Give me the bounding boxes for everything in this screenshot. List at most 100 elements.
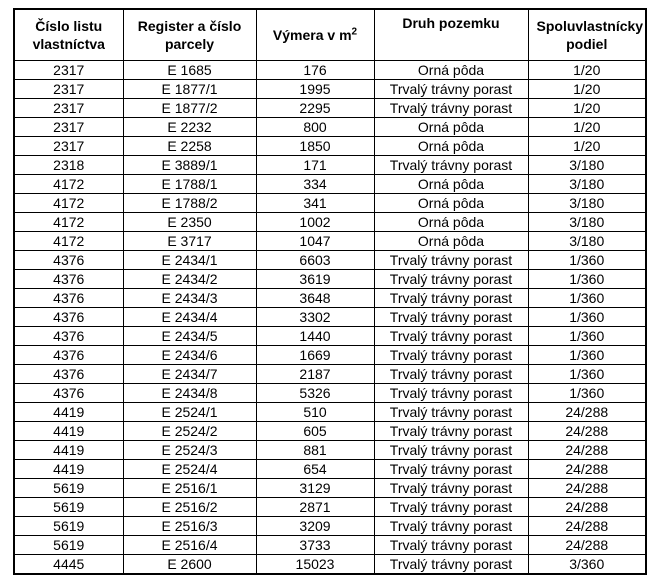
cell-cislo-listu-vlastnictva: 4419: [13, 459, 124, 479]
cell-spoluvlastnicky-podiel: 24/288: [527, 478, 647, 498]
cell-vymera: 1002: [255, 212, 375, 232]
cell-druh-pozemku: Trvalý trávny porast: [373, 497, 529, 517]
table-row: 4376 E 2434/4 3302 Trvalý trávny porast 1/36…: [13, 307, 647, 327]
cell-spoluvlastnicky-podiel: 24/288: [527, 535, 647, 555]
cell-vymera: 6603: [255, 250, 375, 270]
cell-cislo-listu-vlastnictva: 2318: [13, 155, 124, 175]
table-row: 5619 E 2516/3 3209 Trvalý trávny porast 24/2…: [13, 516, 647, 536]
cell-register-a-cislo-parcely: E 2258: [122, 136, 257, 156]
table-row: 4376 E 2434/6 1669 Trvalý trávny porast 1/36…: [13, 345, 647, 365]
cell-vymera: 2295: [255, 98, 375, 118]
cell-vymera: 3619: [255, 269, 375, 289]
cell-vymera: 1850: [255, 136, 375, 156]
cell-vymera: 171: [255, 155, 375, 175]
table-row: 5619 E 2516/1 3129 Trvalý trávny porast 24/2…: [13, 478, 647, 498]
cell-register-a-cislo-parcely: E 2524/2: [122, 421, 257, 441]
cell-druh-pozemku: Trvalý trávny porast: [373, 535, 529, 555]
cell-druh-pozemku: Trvalý trávny porast: [373, 250, 529, 270]
table-row: 4172 E 2350 1002 Orná pôda 3/180: [13, 212, 647, 232]
cell-spoluvlastnicky-podiel: 1/360: [527, 250, 647, 270]
cell-vymera: 3648: [255, 288, 375, 308]
cell-spoluvlastnicky-podiel: 3/180: [527, 212, 647, 232]
cell-cislo-listu-vlastnictva: 4376: [13, 326, 124, 346]
cell-register-a-cislo-parcely: E 2524/4: [122, 459, 257, 479]
cell-vymera: 3302: [255, 307, 375, 327]
cell-spoluvlastnicky-podiel: 1/20: [527, 60, 647, 80]
table-row: 2318 E 3889/1 171 Trvalý trávny porast 3/180: [13, 155, 647, 175]
cell-register-a-cislo-parcely: E 1788/1: [122, 174, 257, 194]
cell-druh-pozemku: Trvalý trávny porast: [373, 459, 529, 479]
table-body: 2317 E 1685 176 Orná pôda 1/20 2317 E 1877/1 19…: [13, 60, 647, 575]
cell-register-a-cislo-parcely: E 2516/3: [122, 516, 257, 536]
cell-vymera: 1669: [255, 345, 375, 365]
cell-spoluvlastnicky-podiel: 1/20: [527, 117, 647, 137]
cell-vymera: 15023: [255, 554, 375, 575]
table-header: Číslo listu vlastníctva Register a číslo…: [13, 8, 647, 61]
cell-vymera: 1995: [255, 79, 375, 99]
cell-druh-pozemku: Orná pôda: [373, 60, 529, 80]
cell-druh-pozemku: Trvalý trávny porast: [373, 288, 529, 308]
cell-register-a-cislo-parcely: E 2516/4: [122, 535, 257, 555]
cell-druh-pozemku: Trvalý trávny porast: [373, 98, 529, 118]
cell-spoluvlastnicky-podiel: 24/288: [527, 440, 647, 460]
cell-spoluvlastnicky-podiel: 3/180: [527, 231, 647, 251]
cell-vymera: 5326: [255, 383, 375, 403]
cell-spoluvlastnicky-podiel: 1/360: [527, 307, 647, 327]
cell-druh-pozemku: Trvalý trávny porast: [373, 402, 529, 422]
cell-spoluvlastnicky-podiel: 1/360: [527, 288, 647, 308]
cell-spoluvlastnicky-podiel: 1/360: [527, 383, 647, 403]
header-spoluvlastnicky-podiel: Spoluvlastnícky podiel: [527, 8, 647, 61]
cell-druh-pozemku: Orná pôda: [373, 174, 529, 194]
table-row: 2317 E 1877/2 2295 Trvalý trávny porast 1/20: [13, 98, 647, 118]
cell-druh-pozemku: Trvalý trávny porast: [373, 364, 529, 384]
table-row: 4376 E 2434/5 1440 Trvalý trávny porast 1/36…: [13, 326, 647, 346]
header-register-a-cislo-parcely: Register a číslo parcely: [122, 8, 257, 61]
table-row: 4376 E 2434/3 3648 Trvalý trávny porast 1/36…: [13, 288, 647, 308]
cell-register-a-cislo-parcely: E 2516/2: [122, 497, 257, 517]
cell-spoluvlastnicky-podiel: 1/360: [527, 345, 647, 365]
cell-register-a-cislo-parcely: E 2516/1: [122, 478, 257, 498]
cell-cislo-listu-vlastnictva: 2317: [13, 98, 124, 118]
cell-register-a-cislo-parcely: E 2434/2: [122, 269, 257, 289]
cell-vymera: 605: [255, 421, 375, 441]
cell-cislo-listu-vlastnictva: 4376: [13, 307, 124, 327]
cell-cislo-listu-vlastnictva: 4376: [13, 383, 124, 403]
table-row: 2317 E 2232 800 Orná pôda 1/20: [13, 117, 647, 137]
cell-register-a-cislo-parcely: E 1877/2: [122, 98, 257, 118]
cell-spoluvlastnicky-podiel: 24/288: [527, 402, 647, 422]
cell-cislo-listu-vlastnictva: 4172: [13, 174, 124, 194]
cell-register-a-cislo-parcely: E 2232: [122, 117, 257, 137]
cell-register-a-cislo-parcely: E 1788/2: [122, 193, 257, 213]
cell-druh-pozemku: Orná pôda: [373, 136, 529, 156]
header-druh-pozemku: Druh pozemku: [373, 8, 529, 61]
cell-cislo-listu-vlastnictva: 4172: [13, 231, 124, 251]
cell-cislo-listu-vlastnictva: 5619: [13, 535, 124, 555]
table-row: 4419 E 2524/4 654 Trvalý trávny porast 24/28…: [13, 459, 647, 479]
cell-druh-pozemku: Trvalý trávny porast: [373, 155, 529, 175]
cell-vymera: 1047: [255, 231, 375, 251]
cell-spoluvlastnicky-podiel: 3/180: [527, 174, 647, 194]
cell-cislo-listu-vlastnictva: 4445: [13, 554, 124, 575]
cell-cislo-listu-vlastnictva: 4419: [13, 421, 124, 441]
cell-register-a-cislo-parcely: E 1877/1: [122, 79, 257, 99]
cell-register-a-cislo-parcely: E 2434/6: [122, 345, 257, 365]
table-row: 4172 E 1788/1 334 Orná pôda 3/180: [13, 174, 647, 194]
cell-vymera: 334: [255, 174, 375, 194]
cell-vymera: 3209: [255, 516, 375, 536]
cell-druh-pozemku: Trvalý trávny porast: [373, 79, 529, 99]
cell-vymera: 2871: [255, 497, 375, 517]
cell-vymera: 881: [255, 440, 375, 460]
cell-vymera: 176: [255, 60, 375, 80]
cell-register-a-cislo-parcely: E 2600: [122, 554, 257, 575]
table-row: 4376 E 2434/8 5326 Trvalý trávny porast 1/36…: [13, 383, 647, 403]
cell-cislo-listu-vlastnictva: 4376: [13, 288, 124, 308]
cell-cislo-listu-vlastnictva: 2317: [13, 117, 124, 137]
cell-register-a-cislo-parcely: E 2434/8: [122, 383, 257, 403]
cell-register-a-cislo-parcely: E 2434/7: [122, 364, 257, 384]
table-row: 5619 E 2516/4 3733 Trvalý trávny porast 24/2…: [13, 535, 647, 555]
cell-register-a-cislo-parcely: E 1685: [122, 60, 257, 80]
cell-cislo-listu-vlastnictva: 4376: [13, 269, 124, 289]
header-vymera-label: Výmera v m: [272, 26, 352, 43]
cell-spoluvlastnicky-podiel: 24/288: [527, 516, 647, 536]
cell-druh-pozemku: Orná pôda: [373, 117, 529, 137]
